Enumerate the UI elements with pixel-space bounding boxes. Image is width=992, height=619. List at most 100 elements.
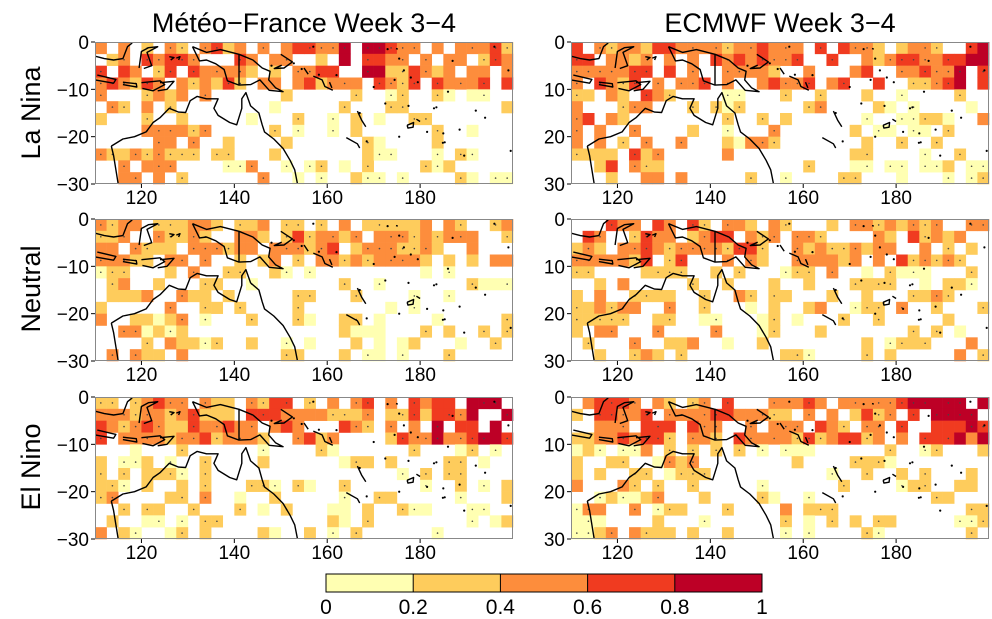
significance-dot (970, 165, 973, 168)
heatmap-cell (605, 160, 618, 173)
heatmap-cell (605, 172, 618, 185)
significance-dot (355, 402, 358, 404)
island-marker (939, 154, 942, 157)
significance-dot (889, 165, 892, 168)
heatmap-cell (454, 337, 467, 350)
significance-dot (123, 484, 125, 487)
significance-dot (425, 437, 427, 440)
heatmap-cell (977, 503, 990, 516)
heatmap-cell (849, 254, 862, 267)
island-marker (402, 246, 405, 249)
heatmap-cell (443, 89, 456, 102)
significance-dot (785, 58, 787, 61)
heatmap-cell (896, 219, 909, 232)
coastline-segment (395, 47, 398, 50)
significance-dot (970, 532, 973, 534)
significance-dot (367, 177, 369, 179)
heatmap-cell (373, 337, 386, 350)
heatmap-cell (373, 313, 386, 326)
x-tick-label: 140 (694, 365, 726, 386)
island-marker (443, 141, 446, 144)
island-marker (292, 62, 295, 65)
significance-dot (692, 473, 694, 475)
heatmap-cell (977, 397, 990, 410)
significance-dot (912, 259, 915, 262)
significance-dot (889, 413, 892, 416)
heatmap-cell (965, 468, 978, 481)
heatmap-cell (768, 77, 781, 90)
heatmap-cell (745, 242, 758, 255)
significance-dot (738, 106, 741, 108)
coastline-segment (303, 67, 309, 75)
colorbar-tick-label: 0 (320, 596, 332, 619)
significance-dot (181, 532, 183, 534)
significance-dot (692, 449, 694, 452)
significance-dot (204, 47, 207, 49)
y-tick-label: 0 (554, 388, 565, 409)
significance-dot (100, 259, 102, 262)
heatmap-cell (338, 515, 351, 528)
coastline-segment (110, 91, 299, 184)
significance-dot (610, 318, 613, 321)
coastline-segment (571, 74, 593, 84)
heatmap-cell (153, 242, 165, 255)
island-marker (493, 45, 496, 48)
significance-dot (413, 306, 416, 309)
significance-dot (181, 520, 183, 523)
heatmap-cell (304, 479, 316, 492)
coastline-segment (345, 313, 361, 326)
significance-dot (808, 165, 810, 168)
heatmap-cell (861, 408, 874, 421)
heatmap-cell (95, 479, 107, 492)
significance-dot (483, 58, 485, 61)
significance-dot (785, 425, 787, 428)
heatmap-cell (118, 432, 131, 445)
significance-dot (576, 58, 578, 61)
significance-dot (912, 118, 915, 120)
heatmap-cell (582, 397, 595, 410)
significance-dot (181, 437, 183, 440)
significance-dot (877, 425, 880, 428)
significance-dot (169, 224, 172, 226)
heatmap-cell (269, 101, 282, 114)
coastline-segment (749, 53, 770, 70)
x-tick-label: 180 (404, 543, 436, 564)
significance-dot (297, 70, 299, 73)
island-marker (939, 509, 942, 512)
island-marker (874, 57, 877, 60)
significance-dot (192, 129, 195, 132)
significance-dot (703, 425, 706, 428)
significance-dot (982, 70, 984, 73)
island-marker (878, 424, 882, 427)
heatmap-cell (838, 42, 850, 55)
heatmap-cell (187, 290, 200, 303)
coastline-segment (617, 80, 642, 92)
heatmap-cell (640, 42, 653, 55)
significance-dot (204, 484, 207, 487)
significance-dot (796, 271, 799, 274)
heatmap-cells (571, 219, 990, 362)
heatmap-cell (95, 313, 107, 326)
significance-dot (819, 106, 822, 108)
colorbar-tick-label: 0.4 (486, 596, 516, 619)
island-marker (409, 431, 412, 434)
island-marker (358, 111, 361, 115)
heatmap-cell (861, 337, 874, 350)
coastline-segment (571, 397, 609, 416)
heatmap-cell (756, 337, 769, 350)
significance-dot (181, 153, 183, 156)
significance-dot (111, 283, 114, 285)
coastline-segment (871, 47, 874, 50)
coastline-segment (652, 233, 657, 238)
island-marker (983, 246, 986, 249)
significance-dot (355, 532, 358, 534)
significance-dot (935, 330, 938, 333)
heatmap-cell (489, 278, 502, 291)
coastline-segment (122, 436, 138, 443)
significance-dot (471, 520, 474, 523)
significance-dot (924, 235, 926, 238)
significance-dot (390, 82, 392, 85)
heatmap-cells (95, 397, 514, 540)
significance-dot (703, 306, 706, 309)
heatmap-cell (861, 242, 874, 255)
